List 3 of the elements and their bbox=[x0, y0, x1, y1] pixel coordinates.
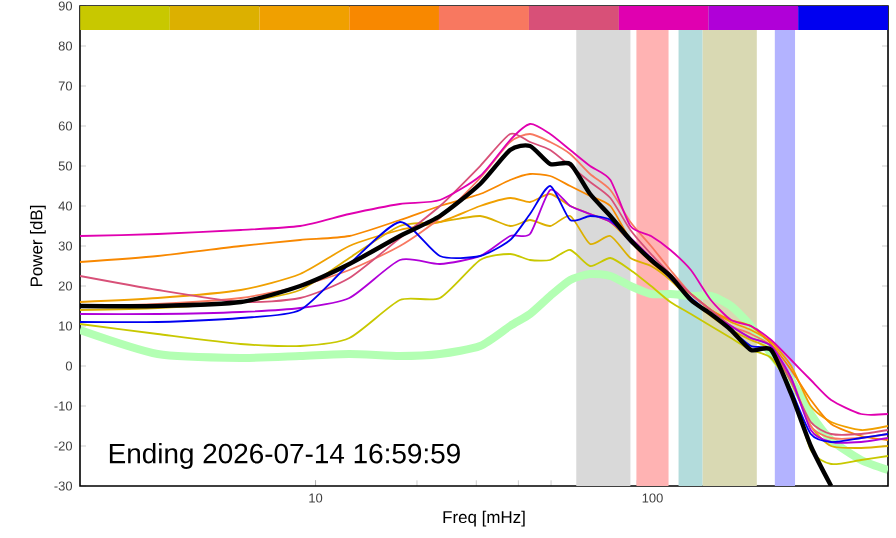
x-axis-title: Freq [mHz] bbox=[443, 510, 525, 527]
y-axis-title: Power [dB] bbox=[29, 205, 46, 287]
annotation: Ending 2026-07-14 16:59:59 bbox=[109, 442, 460, 469]
